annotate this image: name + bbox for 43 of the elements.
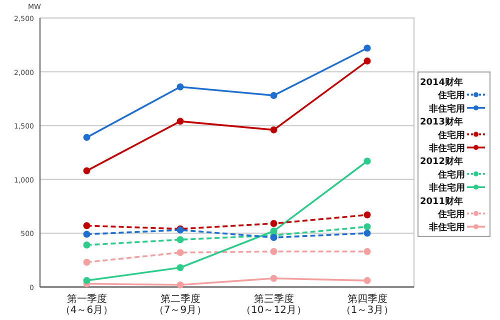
point xyxy=(83,258,90,266)
point xyxy=(364,211,371,218)
point xyxy=(270,92,278,99)
text: 2012财年 xyxy=(420,156,464,168)
x-tick-label: 第二季度（7～9月） xyxy=(154,293,207,316)
legend-label: 非住宅用 xyxy=(428,103,465,114)
point xyxy=(83,222,90,230)
legend-label: 住宅用 xyxy=(437,169,465,180)
point xyxy=(270,248,278,255)
legend-label: 住宅用 xyxy=(437,209,465,220)
point xyxy=(364,44,371,52)
point xyxy=(270,220,278,228)
point xyxy=(83,230,90,238)
point xyxy=(176,264,184,272)
legend-label: 住宅用 xyxy=(437,90,465,102)
point xyxy=(270,126,278,134)
point xyxy=(364,223,371,230)
x-tick-label: 第三季度（10～12月） xyxy=(241,293,306,316)
text: 2013财年 xyxy=(420,116,464,128)
text: 2014财年 xyxy=(420,77,464,88)
x-tick-label: 第一季度（4～6月） xyxy=(60,293,114,316)
legend-label: 非住宅用 xyxy=(428,182,465,194)
point xyxy=(364,277,371,284)
point xyxy=(176,83,184,90)
point xyxy=(83,167,90,174)
text: 2011财年 xyxy=(420,196,464,207)
point xyxy=(364,230,371,237)
point xyxy=(83,134,90,141)
point xyxy=(83,242,90,249)
legend-label: 非住宅用 xyxy=(428,222,465,234)
point xyxy=(83,277,90,284)
point xyxy=(176,281,184,288)
point xyxy=(270,234,278,242)
point xyxy=(364,58,371,65)
x-tick-label: 第四季度（1～3月） xyxy=(340,293,394,316)
point xyxy=(364,158,371,165)
legend-label: 住宅用 xyxy=(437,130,465,141)
point xyxy=(270,274,278,282)
point xyxy=(364,248,371,255)
point xyxy=(176,118,184,125)
point xyxy=(176,249,184,256)
point xyxy=(176,236,184,244)
legend-label: 非住宅用 xyxy=(428,143,465,154)
